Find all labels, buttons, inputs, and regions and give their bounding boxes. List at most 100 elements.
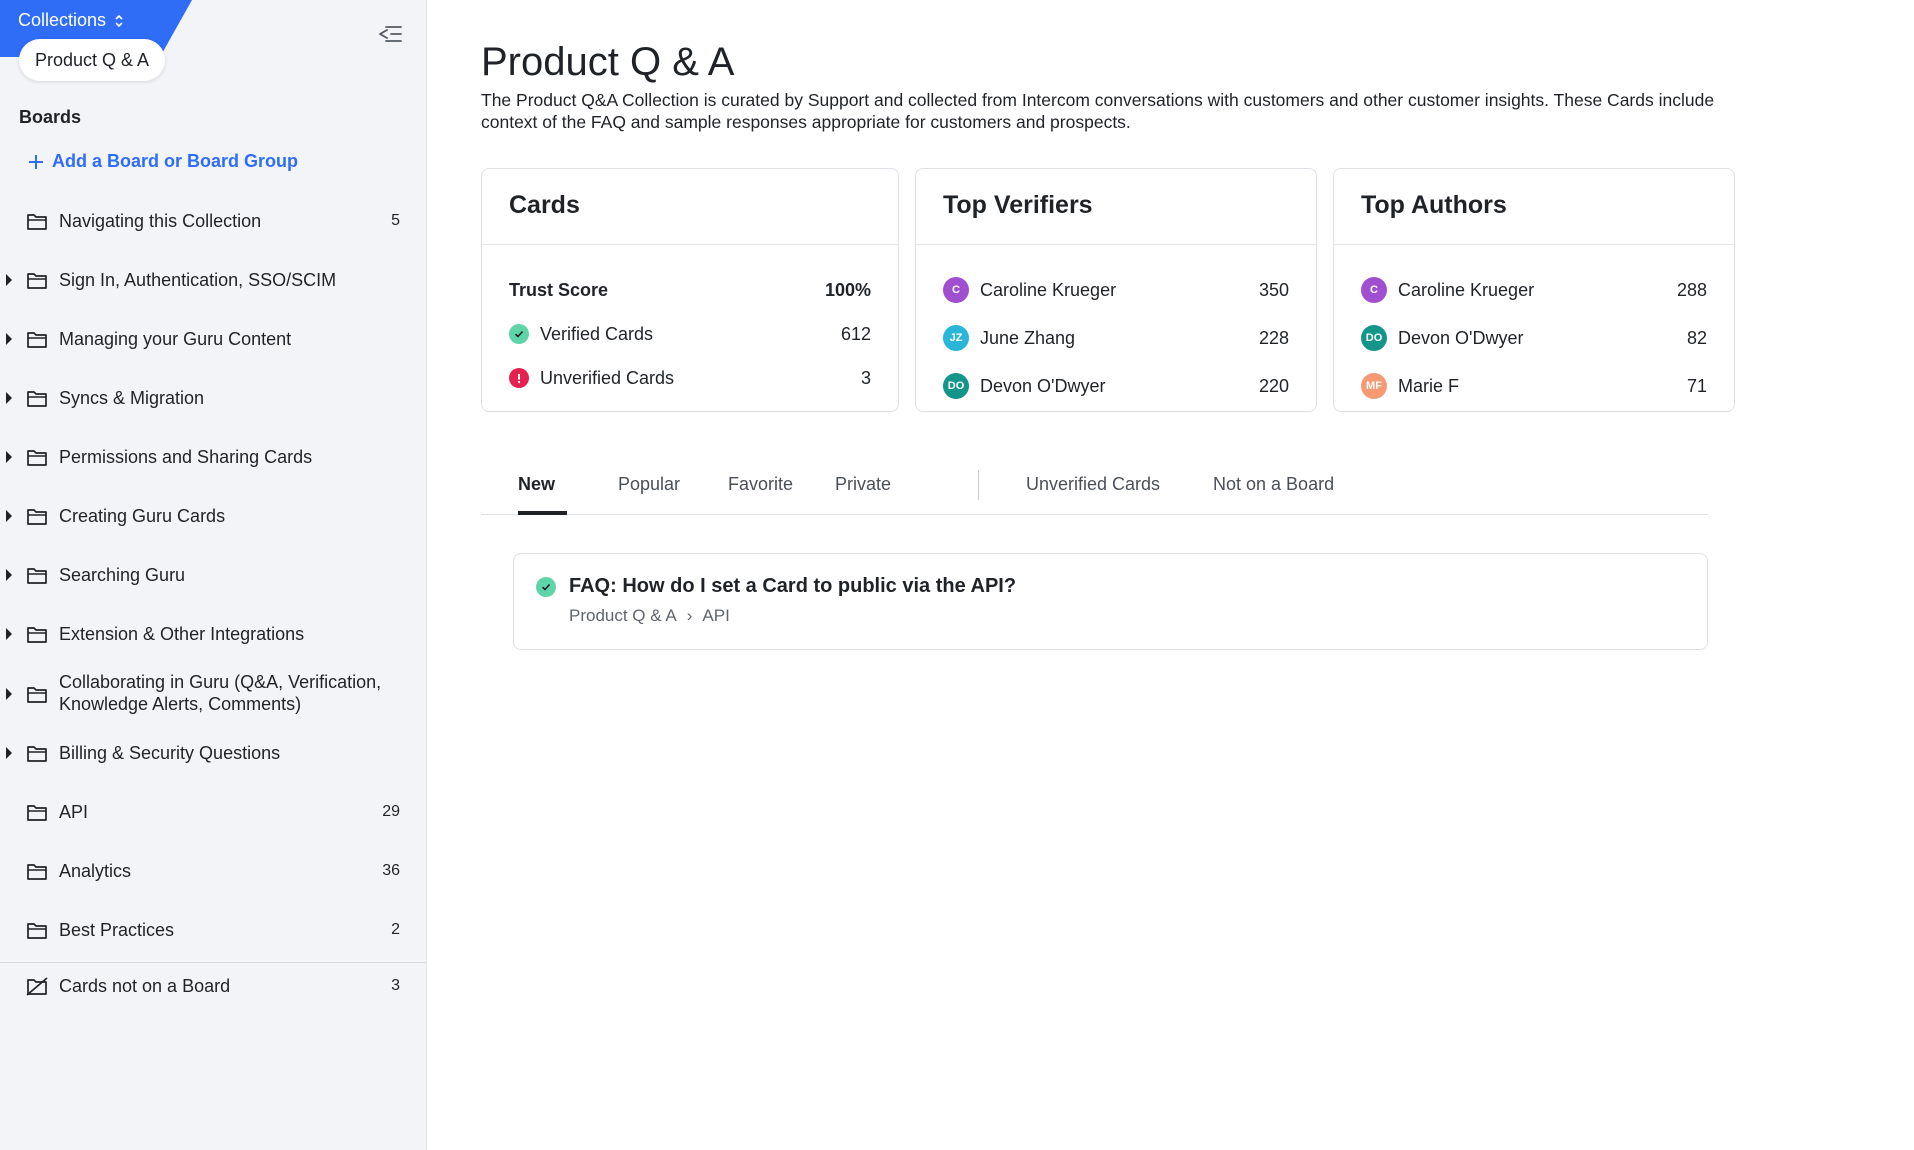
unverified-cards-row[interactable]: Unverified Cards 3 [509,364,871,392]
sidebar: Collections Product Q & A Boards Add a B… [0,0,427,1150]
card-title[interactable]: FAQ: How do I set a Card to public via t… [569,575,1017,597]
caret-right-icon[interactable] [6,392,12,404]
board-item[interactable]: Collaborating in Guru (Q&A, Verification… [0,671,426,717]
person-count: 82 [1686,327,1707,348]
tab-divider [978,470,979,500]
add-board-button[interactable]: Add a Board or Board Group [28,151,298,172]
tab-not-on-a-board[interactable]: Not on a Board [1213,474,1335,494]
board-item[interactable]: API 29 [0,798,426,826]
person-count: 228 [1258,327,1289,348]
plus-icon [29,154,43,169]
verified-cards-row[interactable]: Verified Cards 612 [509,320,871,348]
divider [482,244,898,245]
page-title: Product Q & A [481,40,735,84]
board-item[interactable]: Analytics 36 [0,857,426,885]
person-name: June Zhang [980,327,1076,348]
board-item[interactable]: Creating Guru Cards [0,502,426,530]
collections-switcher[interactable]: Collections [18,10,124,31]
person-name: Devon O'Dwyer [980,375,1106,396]
page-description: The Product Q&A Collection is curated by… [481,90,1715,132]
board-item[interactable]: Permissions and Sharing Cards [0,443,426,471]
breadcrumb-board[interactable]: API [702,606,730,625]
tab-private[interactable]: Private [835,474,892,494]
divider [916,244,1316,245]
caret-right-icon[interactable] [6,333,12,345]
verified-check-icon [536,577,556,597]
top-verifiers-panel: Top Verifiers C Caroline Krueger 350 JZ June… [915,168,1317,412]
board-item[interactable]: Billing & Security Questions [0,739,426,767]
tab-favorite[interactable]: Favorite [728,474,794,494]
caret-right-icon[interactable] [6,569,12,581]
add-board-label: Add a Board or Board Group [52,151,299,171]
caret-right-icon[interactable] [6,451,12,463]
tab-popular[interactable]: Popular [618,474,681,494]
board-item-count: 5 [391,212,400,229]
board-item[interactable]: Searching Guru [0,561,426,589]
trust-score-value: 100% [824,279,871,300]
boards-heading: Boards [19,107,82,127]
board-item[interactable]: Best Practices 2 [0,916,426,944]
board-item-count: 36 [382,862,400,879]
board-item-label: Navigating this Collection [59,211,262,231]
folder-slash-icon [26,977,48,996]
board-item-label: Searching Guru [59,565,186,585]
breadcrumb-collection[interactable]: Product Q & A [569,606,677,625]
trust-score-label: Trust Score [509,279,609,300]
collection-name[interactable]: Product Q & A [19,39,166,81]
board-item[interactable]: Syncs & Migration [0,384,426,412]
board-item-label: Syncs & Migration [59,388,205,408]
folder-icon [27,627,47,643]
board-item-label: Analytics [59,861,132,881]
person-name: Caroline Krueger [980,279,1117,300]
caret-right-icon[interactable] [6,510,12,522]
person-name: Devon O'Dwyer [1398,327,1524,348]
person-count: 350 [1258,279,1289,300]
person-row[interactable]: DO Devon O'Dwyer 220 [943,372,1289,400]
active-tab-indicator [518,511,567,515]
board-item-label: Permissions and Sharing Cards [59,447,313,467]
board-item-label: Collaborating in Guru (Q&A, Verification… [59,672,382,714]
folder-icon [27,509,47,525]
unverified-cards-value: 3 [860,367,871,388]
tab-new[interactable]: New [518,474,556,494]
person-row[interactable]: MF Marie F 71 [1361,372,1707,400]
board-item[interactable]: Navigating this Collection 5 [0,207,426,235]
caret-right-icon[interactable] [6,747,12,759]
divider [0,962,426,963]
person-row[interactable]: C Caroline Krueger 350 [943,276,1289,304]
folder-icon [27,568,47,584]
chevron-up-down-icon [115,14,123,27]
board-item-label: Extension & Other Integrations [59,624,305,644]
folder-icon [27,923,47,939]
tab-unverified-cards[interactable]: Unverified Cards [1026,474,1161,494]
caret-right-icon[interactable] [6,274,12,286]
person-row[interactable]: JZ June Zhang 228 [943,324,1289,352]
unverified-alert-icon [509,368,529,388]
divider [1334,244,1734,245]
person-row[interactable]: C Caroline Krueger 288 [1361,276,1707,304]
folder-icon [27,273,47,289]
avatar: MF [1361,373,1387,399]
board-item-label: Best Practices [59,920,175,940]
collapse-sidebar-icon[interactable] [377,22,405,46]
board-item-label: Sign In, Authentication, SSO/SCIM [59,270,337,290]
trust-score-row: Trust Score 100% [509,276,871,304]
person-count: 288 [1676,279,1707,300]
verified-cards-value: 612 [840,323,871,344]
person-name: Marie F [1398,375,1460,396]
board-item[interactable]: Extension & Other Integrations [0,620,426,648]
board-item[interactable]: Managing your Guru Content [0,325,426,353]
card-list-item[interactable]: FAQ: How do I set a Card to public via t… [513,553,1708,650]
person-name: Caroline Krueger [1398,279,1535,300]
board-item-not-on-board[interactable]: Cards not on a Board 3 [0,972,426,1000]
breadcrumb-separator: › [686,606,693,625]
folder-icon [27,391,47,407]
folder-icon [27,450,47,466]
person-row[interactable]: DO Devon O'Dwyer 82 [1361,324,1707,352]
caret-right-icon[interactable] [6,628,12,640]
board-item[interactable]: Sign In, Authentication, SSO/SCIM [0,266,426,294]
avatar: DO [1361,325,1387,351]
board-item-label: API [59,802,89,822]
avatar: C [943,277,969,303]
caret-right-icon[interactable] [6,688,12,700]
